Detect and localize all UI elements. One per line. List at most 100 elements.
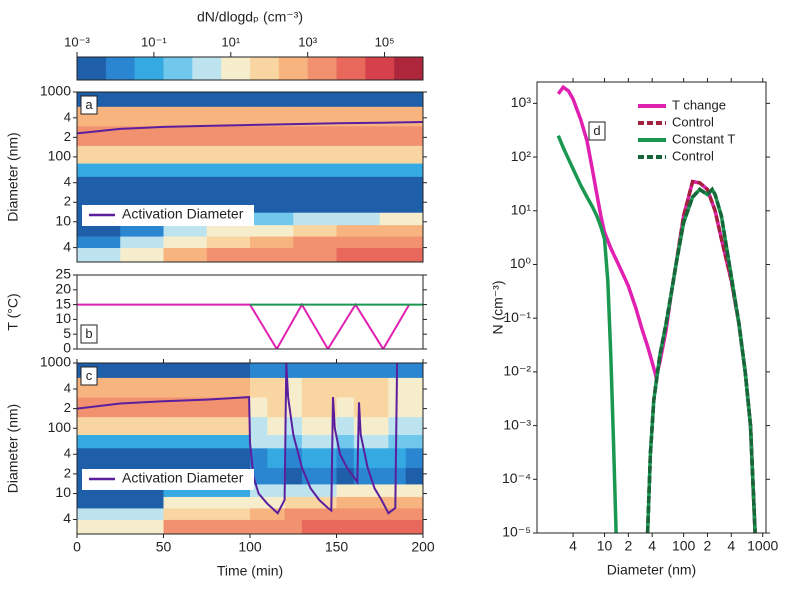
heat-cell	[267, 377, 285, 398]
heat-cell	[77, 363, 164, 378]
heat-cell	[163, 236, 208, 249]
heat-cell	[267, 416, 285, 435]
heat-cell	[319, 484, 337, 497]
heat-cell	[77, 163, 121, 177]
heat-cell	[250, 247, 294, 263]
y-tick-label: 10⁻¹	[503, 309, 531, 325]
heat-cell	[405, 508, 424, 520]
heat-cell	[163, 163, 208, 177]
y-tick-label: 10⁻⁴	[502, 470, 531, 486]
heat-cell	[250, 508, 268, 520]
heat-cell	[250, 363, 268, 378]
heat-cell	[250, 496, 268, 509]
heat-cell	[379, 195, 424, 213]
x-tick-label: 50	[156, 539, 172, 555]
heat-cell	[293, 106, 337, 127]
heat-cell	[77, 176, 121, 197]
colorbar-title: dN/dlogdₚ (cm⁻³)	[197, 9, 303, 25]
colorbar-tick-label: 10³	[298, 34, 317, 49]
y-tick-label: 4	[64, 109, 71, 124]
heat-cell	[250, 416, 268, 435]
heat-cell	[267, 484, 285, 497]
heat-cell	[405, 377, 424, 398]
colorbar-swatch	[365, 57, 395, 80]
y-tick-label: 10⁻³	[503, 416, 531, 432]
colorbar-swatch	[163, 57, 193, 80]
heat-cell	[163, 92, 208, 107]
heat-cell	[77, 434, 164, 449]
heat-cell	[319, 519, 337, 535]
heat-cell	[206, 247, 251, 263]
x-tick-label: 4	[569, 538, 577, 554]
heat-cell	[371, 377, 389, 398]
colorbar-swatch	[77, 57, 107, 80]
colorbar-tick-label: 10⁻³	[64, 34, 90, 49]
heat-cell	[250, 397, 268, 418]
heat-cell	[336, 145, 381, 164]
y-tick-label: 2	[64, 129, 71, 144]
x-tick-label: 0	[73, 539, 81, 555]
y-tick-label: 10³	[511, 94, 532, 110]
heat-cell	[250, 224, 294, 237]
heat-cell	[267, 363, 285, 378]
y-tick-label: 100	[48, 148, 72, 164]
y-tick-label: 15	[55, 295, 71, 311]
heat-cell	[336, 195, 381, 213]
y-axis-label: Diameter (nm)	[5, 132, 21, 221]
heat-cell	[388, 467, 407, 485]
y-tick-label: 100	[48, 419, 72, 435]
heat-cell	[379, 224, 424, 237]
heat-cell	[293, 145, 337, 164]
heat-cell	[388, 519, 407, 535]
heat-cell	[293, 236, 337, 249]
heat-cell	[120, 125, 164, 146]
heat-cell	[250, 519, 268, 535]
heat-cell	[336, 434, 355, 449]
heat-cell	[120, 224, 164, 237]
panel-label: b	[85, 326, 92, 341]
y-tick-label: 5	[63, 325, 71, 341]
heat-cell	[319, 496, 337, 509]
heat-cell	[267, 496, 285, 509]
heat-cell	[301, 519, 320, 535]
heat-cell	[77, 508, 164, 520]
heat-cell	[353, 484, 372, 497]
panel-label: d	[593, 123, 600, 138]
heat-cell	[388, 484, 407, 497]
heat-cell	[336, 467, 355, 485]
heat-cell	[336, 447, 355, 468]
colorbar-frame	[76, 56, 424, 81]
heat-cell	[163, 377, 251, 398]
heat-cell	[319, 508, 337, 520]
colorbar-swatch	[278, 57, 308, 80]
y-tick-label: 10	[55, 484, 71, 500]
x-tick-label: 2	[624, 538, 632, 554]
heat-cell	[388, 496, 407, 509]
heat-cell	[250, 125, 294, 146]
series-line	[77, 302, 411, 349]
heat-cell	[293, 195, 337, 213]
heat-cell	[405, 519, 424, 535]
heat-cell	[250, 92, 294, 107]
heat-cell	[250, 377, 268, 398]
heat-cell	[371, 467, 389, 485]
heat-cell	[284, 363, 303, 378]
colorbar-swatch	[250, 57, 280, 80]
heat-cell	[206, 92, 251, 107]
heat-cell	[163, 363, 251, 378]
heat-cell	[336, 106, 381, 127]
heat-cell	[319, 434, 337, 449]
heat-cell	[301, 447, 320, 468]
heat-cell	[353, 416, 372, 435]
heat-cell	[353, 519, 372, 535]
heat-cell	[284, 519, 303, 535]
heat-cell	[284, 416, 303, 435]
heat-cell	[379, 176, 424, 197]
legend-label: Constant T	[672, 131, 735, 146]
heat-cell	[405, 397, 424, 418]
x-tick-label: 150	[325, 539, 349, 555]
heat-cell	[371, 397, 389, 418]
y-tick-label: 10	[55, 212, 71, 228]
heat-cell	[371, 363, 389, 378]
heat-cell	[206, 125, 251, 146]
